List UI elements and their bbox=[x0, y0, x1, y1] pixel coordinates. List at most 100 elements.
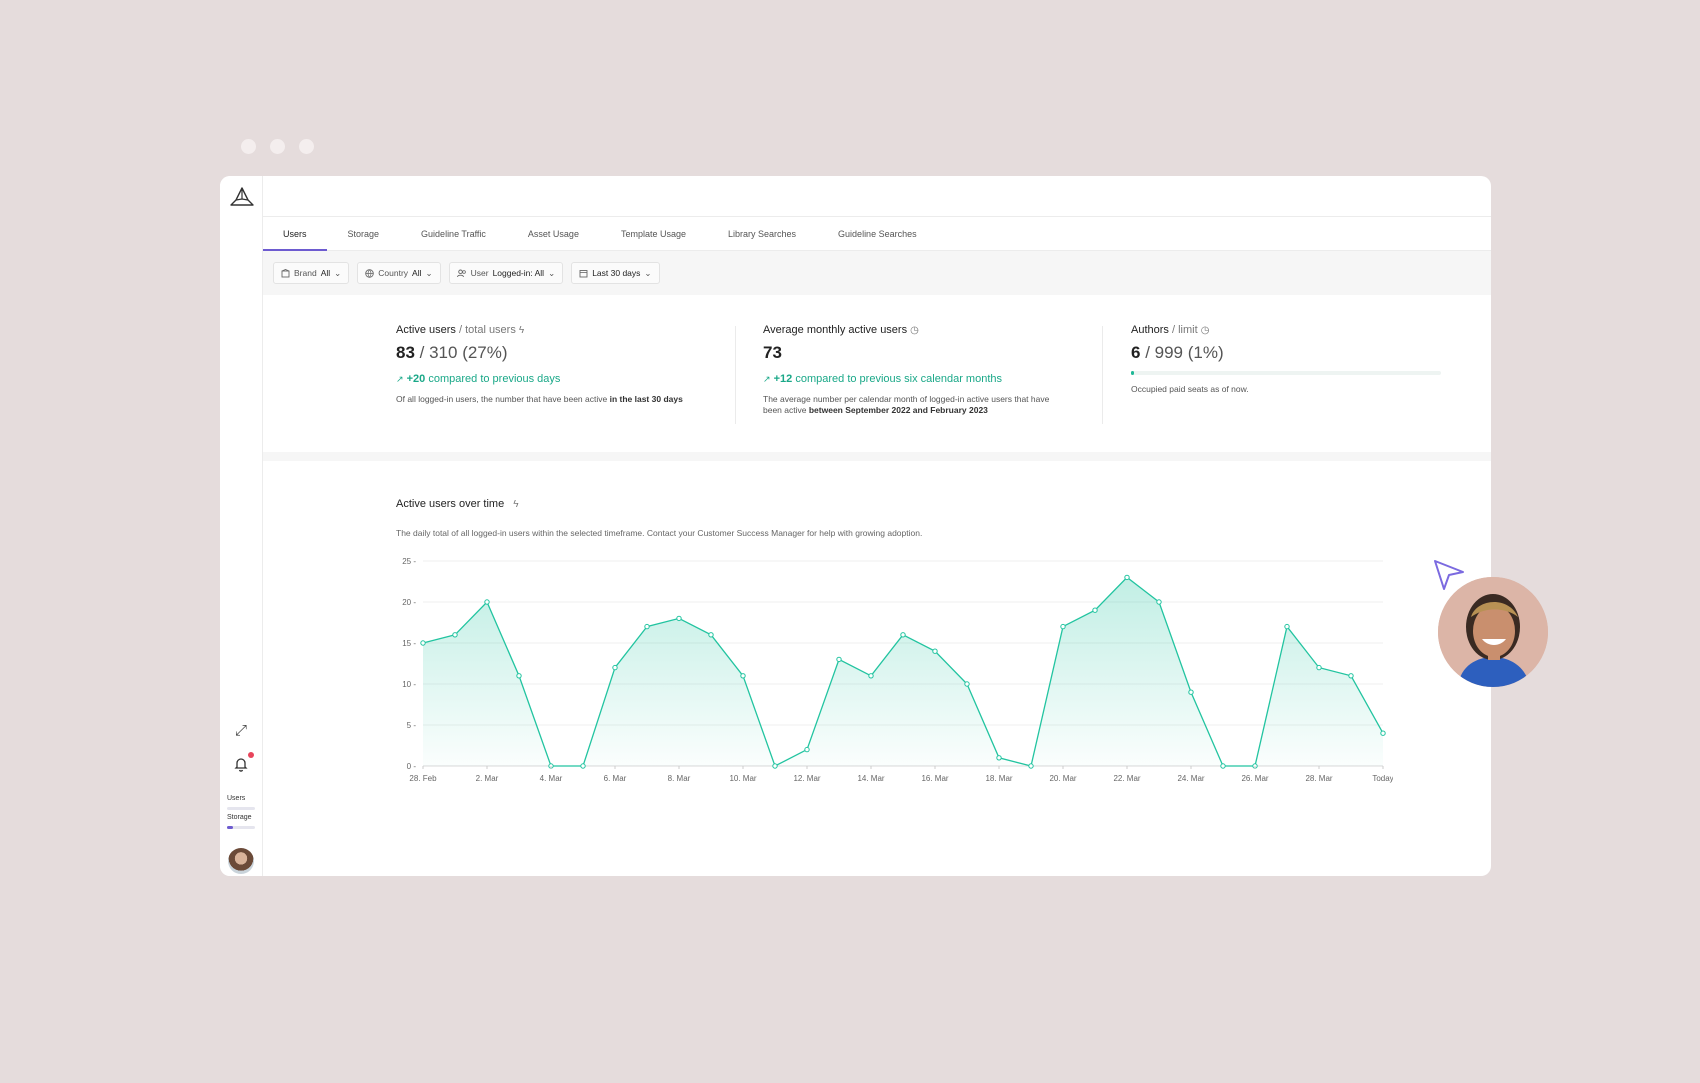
country-filter[interactable]: Country All ⌄ bbox=[357, 262, 441, 284]
authors-subtitle: / limit bbox=[1171, 324, 1198, 336]
data-point bbox=[580, 763, 586, 769]
monthly-active-card: Average monthly active users ◷ 73 ↗ +12 … bbox=[763, 324, 1063, 416]
clock-icon: ◷ bbox=[910, 325, 919, 336]
tab-template-usage[interactable]: Template Usage bbox=[620, 228, 686, 239]
clock-icon: ◷ bbox=[1200, 325, 1210, 336]
data-point bbox=[452, 632, 458, 638]
authors-title-text: Authors bbox=[1131, 324, 1169, 336]
user-filter-value: Logged-in: All bbox=[492, 268, 545, 278]
authors-title: Authors / limit ◷ bbox=[1131, 324, 1451, 336]
authors-desc: Occupied paid seats as of now. bbox=[1131, 384, 1249, 394]
x-tick-label: Today bbox=[1372, 774, 1393, 783]
chevron-down-icon: ⌄ bbox=[644, 267, 652, 278]
tab-asset-usage[interactable]: Asset Usage bbox=[527, 228, 579, 239]
data-point bbox=[964, 681, 970, 687]
brand-filter-label: Brand bbox=[294, 268, 317, 278]
chart-description: The daily total of all logged-in users w… bbox=[396, 528, 923, 538]
arrow-up-right-icon: ↗ bbox=[396, 374, 404, 384]
usage-fill-storage bbox=[227, 826, 233, 829]
tab-storage[interactable]: Storage bbox=[347, 228, 380, 239]
logo-icon[interactable] bbox=[229, 185, 255, 211]
collaborator-avatar bbox=[1438, 577, 1548, 687]
active-users-delta-text: compared to previous days bbox=[428, 373, 561, 385]
data-point bbox=[1220, 763, 1226, 769]
tab-users[interactable]: Users bbox=[263, 217, 327, 251]
active-users-delta-value: +20 bbox=[406, 373, 426, 385]
date-range-filter[interactable]: Last 30 days ⌄ bbox=[571, 262, 660, 284]
country-filter-label: Country bbox=[378, 268, 409, 278]
data-point bbox=[1028, 763, 1034, 769]
active-users-count: 83 bbox=[396, 343, 415, 362]
chart-title-text: Active users over time bbox=[396, 498, 505, 510]
authors-count: 6 bbox=[1131, 343, 1141, 362]
data-point bbox=[996, 755, 1002, 761]
tab-library-searches[interactable]: Library Searches bbox=[728, 228, 797, 239]
monthly-active-desc-bold: between September 2022 and February 2023 bbox=[808, 405, 988, 415]
data-point bbox=[772, 763, 778, 769]
monthly-active-value: 73 bbox=[763, 343, 782, 362]
series-area bbox=[423, 577, 1383, 766]
tab-bar: Users Storage Guideline Traffic Asset Us… bbox=[263, 217, 1491, 251]
chevron-down-icon: ⌄ bbox=[334, 267, 342, 278]
y-tick-label: 10 - bbox=[402, 680, 416, 689]
tab-guideline-searches[interactable]: Guideline Searches bbox=[838, 228, 917, 239]
lightning-icon: ϟ bbox=[518, 325, 525, 336]
chevron-down-icon: ⌄ bbox=[425, 267, 433, 278]
data-point bbox=[1348, 673, 1354, 679]
window-dot[interactable] bbox=[299, 139, 314, 154]
x-tick-label: 14. Mar bbox=[857, 774, 884, 783]
active-users-value: 83 / 310 (27%) bbox=[396, 343, 686, 363]
usage-bar-storage bbox=[227, 826, 255, 829]
main-area: Users Storage Guideline Traffic Asset Us… bbox=[263, 176, 1491, 876]
top-bar bbox=[263, 176, 1491, 217]
data-point bbox=[1188, 689, 1194, 695]
active-users-delta: ↗ +20 compared to previous days bbox=[396, 373, 686, 385]
y-tick-label: 15 - bbox=[402, 639, 416, 648]
data-point bbox=[836, 656, 842, 663]
x-tick-label: 22. Mar bbox=[1113, 774, 1140, 783]
authors-card: Authors / limit ◷ 6 / 999 (1%) Occupied … bbox=[1131, 324, 1451, 395]
chart-section: Active users over time ϟ The daily total… bbox=[263, 461, 1491, 876]
data-point bbox=[740, 673, 746, 679]
chart-title: Active users over time ϟ bbox=[396, 498, 519, 510]
data-point bbox=[708, 632, 714, 638]
x-tick-label: 16. Mar bbox=[921, 774, 948, 783]
divider bbox=[735, 326, 736, 424]
x-tick-label: 24. Mar bbox=[1177, 774, 1204, 783]
arrow-up-right-icon: ↗ bbox=[763, 374, 771, 384]
x-tick-label: 20. Mar bbox=[1049, 774, 1076, 783]
avatar[interactable] bbox=[228, 848, 254, 874]
expand-icon[interactable]: ⤢ bbox=[234, 722, 247, 739]
active-users-card: Active users / total users ϟ 83 / 310 (2… bbox=[396, 324, 686, 405]
x-tick-label: 4. Mar bbox=[540, 774, 563, 783]
data-point bbox=[644, 623, 650, 630]
monthly-active-title-text: Average monthly active users bbox=[763, 324, 908, 336]
active-users-title-text: Active users bbox=[396, 324, 456, 336]
window-dot[interactable] bbox=[270, 139, 285, 154]
user-filter[interactable]: User Logged-in: All ⌄ bbox=[448, 262, 564, 284]
data-point bbox=[1092, 607, 1098, 613]
date-range-value: Last 30 days bbox=[592, 268, 641, 278]
x-tick-label: 28. Feb bbox=[409, 774, 437, 783]
data-point bbox=[900, 632, 906, 638]
active-users-chart: 0 - 5 - 10 - 15 - 20 - 25 - 28. Feb 2. Mar 4. Ma… bbox=[402, 557, 1393, 783]
divider bbox=[1102, 326, 1103, 424]
data-point bbox=[516, 673, 522, 679]
tab-guideline-traffic[interactable]: Guideline Traffic bbox=[421, 228, 486, 239]
active-users-total: / 310 (27%) bbox=[419, 343, 508, 362]
brand-filter[interactable]: Brand All ⌄ bbox=[273, 262, 350, 284]
x-tick-label: 18. Mar bbox=[985, 774, 1012, 783]
data-point bbox=[804, 746, 810, 753]
y-tick-label: 20 - bbox=[402, 598, 416, 607]
data-point bbox=[868, 673, 874, 679]
window-dot[interactable] bbox=[241, 139, 256, 154]
usage-bar-users bbox=[227, 807, 255, 810]
chevron-down-icon: ⌄ bbox=[548, 267, 556, 278]
x-tick-label: 10. Mar bbox=[729, 774, 756, 783]
user-filter-label: User bbox=[470, 268, 489, 278]
active-users-desc-text: Of all logged-in users, the number that … bbox=[396, 394, 608, 404]
monthly-active-desc-text: The average number per calendar month of… bbox=[763, 394, 1050, 415]
building-icon bbox=[281, 268, 290, 277]
bell-icon[interactable] bbox=[233, 756, 249, 773]
monthly-active-delta-text: compared to previous six calendar months bbox=[795, 373, 1003, 385]
